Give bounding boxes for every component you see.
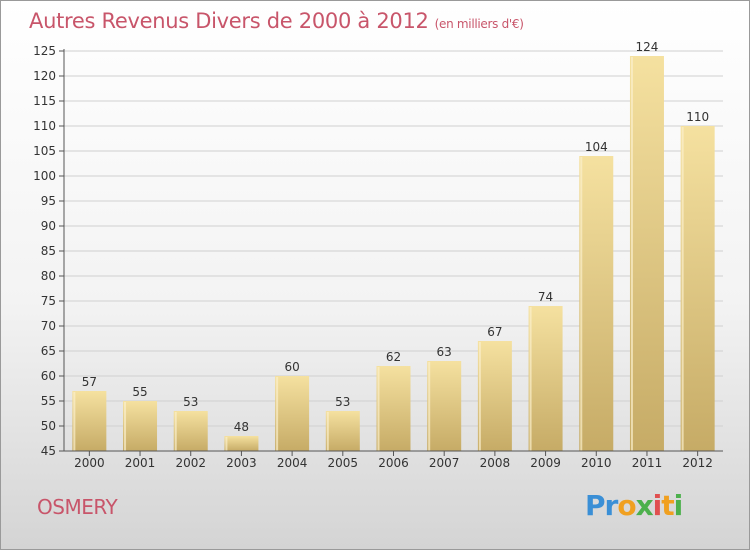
y-tick-label: 95 (41, 194, 56, 208)
bar (72, 391, 107, 451)
x-tick-label: 2000 (74, 456, 105, 470)
chart-title-unit: (en milliers d'€) (434, 17, 524, 31)
data-label: 104 (585, 140, 608, 154)
chart-title: Autres Revenus Divers de 2000 à 2012 (en … (29, 9, 524, 33)
bar (579, 156, 614, 451)
bar (325, 411, 360, 451)
proxiti-logo[interactable]: Proxiti (585, 489, 683, 522)
bar (173, 411, 208, 451)
y-tick-label: 75 (41, 294, 56, 308)
chart-title-main: Autres Revenus Divers de 2000 à 2012 (29, 9, 429, 33)
data-label: 124 (636, 40, 659, 54)
commune-name: OSMERY (37, 495, 118, 519)
bar (376, 366, 411, 451)
x-tick-label: 2012 (682, 456, 713, 470)
data-label: 63 (437, 345, 452, 359)
bar-highlight (630, 57, 633, 451)
y-tick-label: 60 (41, 369, 56, 383)
bar-highlight (225, 437, 228, 451)
data-label: 110 (686, 110, 709, 124)
bar-highlight (529, 307, 532, 451)
x-tick-label: 2008 (480, 456, 511, 470)
y-tick-label: 45 (41, 444, 56, 458)
bar (224, 436, 259, 451)
bar-highlight (478, 342, 481, 451)
bar-highlight (428, 362, 431, 451)
data-label: 62 (386, 350, 401, 364)
y-tick-label: 115 (33, 94, 56, 108)
y-tick-label: 90 (41, 219, 56, 233)
data-label: 55 (132, 385, 147, 399)
bar (528, 306, 563, 451)
bar (477, 341, 512, 451)
y-tick-label: 65 (41, 344, 56, 358)
x-tick-label: 2010 (581, 456, 612, 470)
bar-highlight (580, 157, 583, 451)
x-tick-label: 2004 (277, 456, 308, 470)
bar (680, 126, 715, 451)
x-tick-label: 2009 (530, 456, 561, 470)
bar-highlight (276, 377, 279, 451)
data-label: 74 (538, 290, 553, 304)
bar-highlight (681, 127, 684, 451)
data-label: 48 (234, 420, 249, 434)
y-tick-label: 80 (41, 269, 56, 283)
bar (123, 401, 158, 451)
x-tick-label: 2001 (125, 456, 156, 470)
data-label: 60 (284, 360, 299, 374)
x-tick-label: 2007 (429, 456, 460, 470)
axes-layer: 45 50 55 60 65 70 75 80 85 90 95 100 105 110 115 120 125… (33, 44, 723, 470)
y-tick-label: 100 (33, 169, 56, 183)
x-tick-label: 2006 (378, 456, 409, 470)
data-label: 53 (335, 395, 350, 409)
y-tick-label: 110 (33, 119, 56, 133)
y-tick-label: 85 (41, 244, 56, 258)
y-tick-label: 105 (33, 144, 56, 158)
bar-highlight (174, 412, 177, 451)
y-tick-label: 120 (33, 69, 56, 83)
x-tick-label: 2011 (632, 456, 663, 470)
data-label: 53 (183, 395, 198, 409)
y-tick-label: 50 (41, 419, 56, 433)
x-tick-label: 2005 (328, 456, 359, 470)
bar-highlight (377, 367, 380, 451)
bar (275, 376, 310, 451)
y-tick-label: 55 (41, 394, 56, 408)
bar (427, 361, 462, 451)
bar-highlight (124, 402, 127, 451)
bar-highlight (73, 392, 76, 451)
x-tick-label: 2003 (226, 456, 257, 470)
x-tick-label: 2002 (175, 456, 206, 470)
data-label: 67 (487, 325, 502, 339)
data-label: 57 (82, 375, 97, 389)
bars-layer: 57 55 53 48 60 53 62 63 67 74 104 124 110 (72, 40, 715, 451)
bar-highlight (326, 412, 329, 451)
y-tick-label: 125 (33, 44, 56, 58)
y-tick-label: 70 (41, 319, 56, 333)
bar (629, 56, 664, 451)
